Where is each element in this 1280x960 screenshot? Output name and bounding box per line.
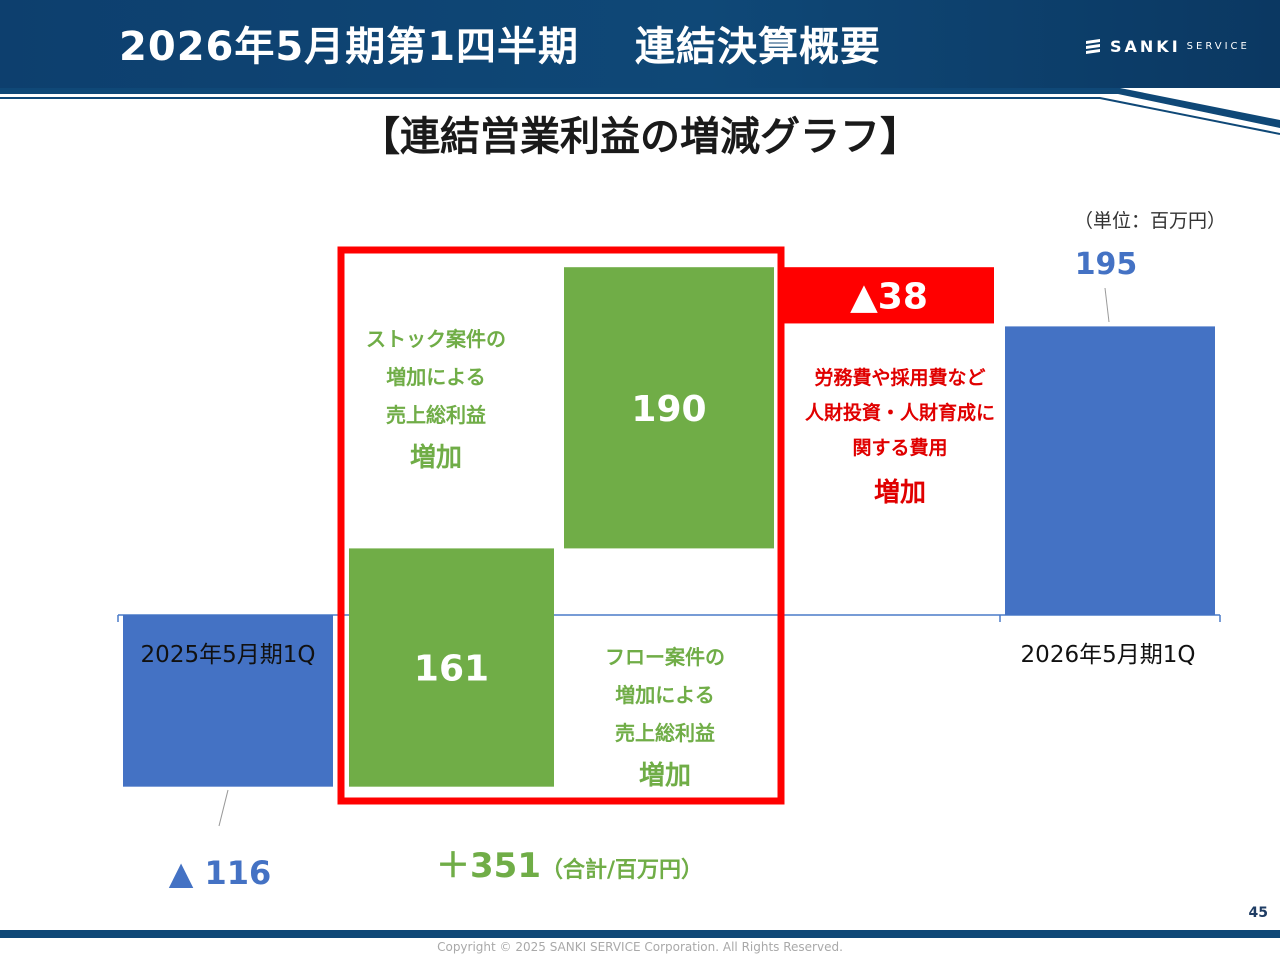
page-title: 2026年5月期第1四半期 連結決算概要 bbox=[119, 24, 881, 70]
footer-bar bbox=[0, 930, 1280, 938]
chart-subtitle: 【連結営業利益の増減グラフ】 bbox=[360, 114, 920, 160]
header-decoration-lines bbox=[0, 88, 1280, 135]
bar-value-label: 161 bbox=[414, 649, 489, 690]
page-number: 45 bbox=[1248, 905, 1268, 921]
bar-4 bbox=[1005, 326, 1215, 615]
cost-annotation: 労務費や採用費など 人財投資・人財育成に 関する費用 増加 bbox=[790, 361, 1010, 520]
bar-value-label: 190 bbox=[631, 389, 706, 430]
total-increase-label: ＋351（合計/百万円） bbox=[436, 838, 703, 887]
copyright-text: Copyright © 2025 SANKI SERVICE Corporati… bbox=[437, 940, 843, 954]
bar-3 bbox=[784, 267, 994, 324]
logo-main-text: SANKI bbox=[1110, 36, 1181, 56]
bar-2 bbox=[564, 267, 774, 549]
flow-annotation-line: 売上総利益 bbox=[615, 721, 715, 745]
stock-annotation-line: 増加による bbox=[386, 365, 486, 389]
category-label: 2025年5月期1Q bbox=[141, 642, 316, 668]
total-increase-value: ＋351 bbox=[436, 846, 541, 886]
bar-value-label: 195 bbox=[1075, 247, 1138, 282]
total-increase-suffix: （合計/百万円） bbox=[540, 858, 704, 883]
leader-line bbox=[1104, 287, 1110, 323]
bar-1 bbox=[349, 548, 554, 787]
unit-note: （単位：百万円） bbox=[1074, 210, 1227, 232]
leader-line bbox=[218, 789, 229, 827]
header-bar: 2026年5月期第1四半期 連結決算概要 SANKI SERVICE bbox=[0, 0, 1280, 88]
flow-annotation-line: フロー案件の bbox=[605, 645, 725, 669]
company-logo: SANKI SERVICE bbox=[1084, 34, 1250, 58]
cost-annotation-line: 関する費用 bbox=[852, 437, 948, 459]
increase-highlight-frame bbox=[337, 246, 785, 805]
sanki-logo-icon bbox=[1086, 39, 1100, 54]
stock-annotation-line: 売上総利益 bbox=[386, 403, 486, 427]
bar-0 bbox=[123, 615, 333, 787]
flow-annotation-emphasis: 増加 bbox=[638, 761, 691, 791]
cost-annotation-line: 労務費や採用費など bbox=[814, 367, 986, 389]
cost-annotation-emphasis: 増加 bbox=[873, 478, 926, 508]
cost-annotation-line: 人財投資・人財育成に bbox=[804, 402, 995, 424]
bar-value-label: ▲ 116 bbox=[169, 854, 272, 892]
stock-annotation-line: ストック案件の bbox=[366, 327, 506, 351]
stock-annotation-emphasis: 増加 bbox=[409, 443, 462, 473]
flow-annotation: フロー案件の 増加による 売上総利益 増加 bbox=[575, 638, 755, 800]
logo-sub-text: SERVICE bbox=[1186, 40, 1250, 52]
stock-annotation: ストック案件の 増加による 売上総利益 増加 bbox=[346, 320, 526, 482]
bar-value-label: ▲38 bbox=[850, 276, 928, 317]
flow-annotation-line: 増加による bbox=[615, 683, 715, 707]
category-label: 2026年5月期1Q bbox=[1021, 642, 1196, 668]
